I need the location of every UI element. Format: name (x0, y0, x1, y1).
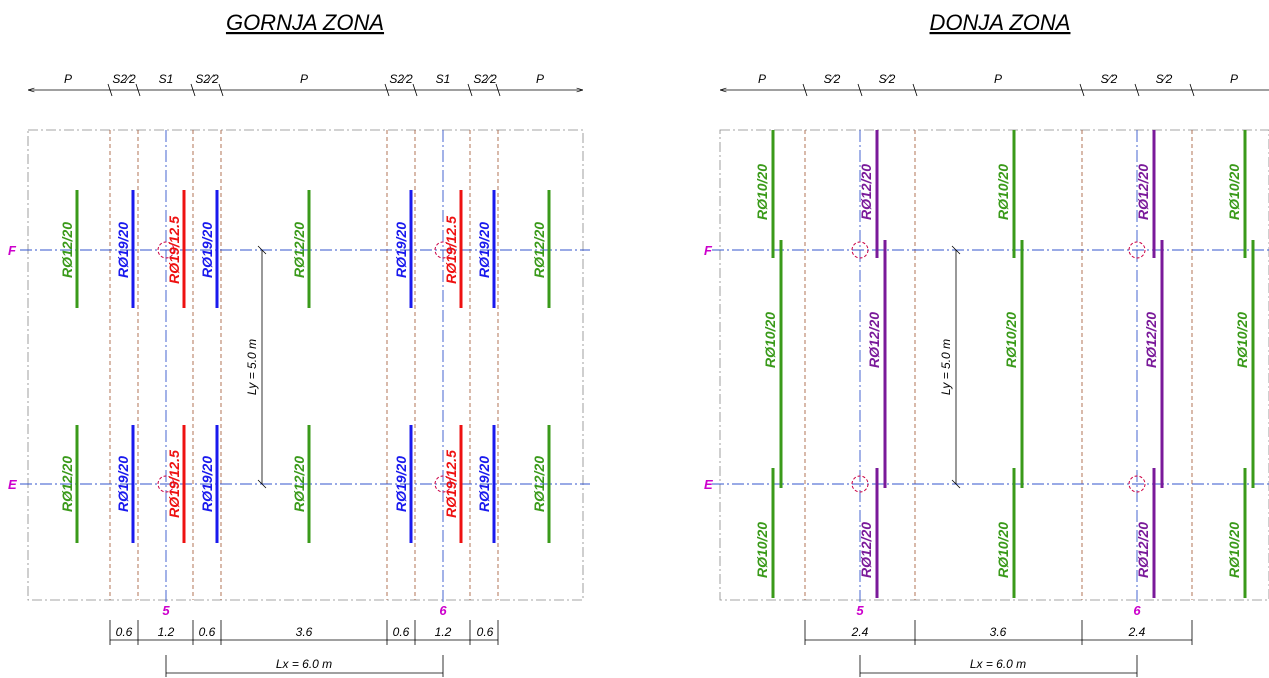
dim-s2-half-4: S2⁄2 (473, 72, 497, 86)
dim-p-3: P (536, 72, 544, 86)
bar-label-green: RØ10/20 (1234, 312, 1250, 368)
dim-s1-2: S1 (436, 72, 451, 86)
bar-label-green: RØ12/20 (291, 222, 307, 278)
dim-p-2: P (994, 72, 1002, 86)
bottom-dimension-ticks (109, 620, 499, 645)
bar-label-green: RØ10/20 (754, 164, 770, 220)
bars-green (75, 190, 551, 543)
bar-label-purple: RØ12/20 (1143, 312, 1159, 368)
panel-donja-zona: DONJA ZONA P S⁄2 S⁄2 P S⁄2 S⁄2 P F E 5 6 (704, 10, 1269, 677)
bottom-dim-3-6: 3.6 (990, 625, 1007, 639)
bottom-dim-2-4: 2.4 (1128, 625, 1146, 639)
panel-gornja-zona: GORNJA ZONA P S2⁄2 S1 S2⁄2 P S2⁄2 S1 S2⁄… (8, 10, 590, 677)
axis-label-e: E (704, 477, 713, 492)
bar-label-blue: RØ19/20 (476, 222, 492, 278)
bar-label-green: RØ12/20 (291, 456, 307, 512)
bars-red (182, 190, 463, 543)
bar-label-blue: RØ19/20 (476, 456, 492, 512)
bottom-dim-1-2: 1.2 (158, 625, 175, 639)
top-dimension-ticks (802, 83, 1195, 97)
axis-label-6: 6 (1133, 603, 1141, 618)
bar-label-green: RØ12/20 (531, 222, 547, 278)
strip-lines (109, 130, 499, 600)
dim-s2-half-3: S2⁄2 (389, 72, 413, 86)
dim-p-2: P (300, 72, 308, 86)
axis-lines (20, 130, 590, 604)
lx-label: Lx = 6.0 m (276, 657, 332, 671)
column-markers (157, 241, 452, 493)
bar-label-red: RØ19/12.5 (443, 216, 459, 284)
dim-s-half-4: S⁄2 (1156, 72, 1173, 86)
bar-label-green: RØ10/20 (995, 164, 1011, 220)
bar-label-blue: RØ19/20 (199, 456, 215, 512)
bottom-dim-0-6: 0.6 (393, 625, 410, 639)
dim-s1-1: S1 (159, 72, 174, 86)
bar-label-green: RØ10/20 (1226, 164, 1242, 220)
axis-label-6: 6 (439, 603, 447, 618)
axis-lines (712, 130, 1269, 604)
dim-s2-half-2: S2⁄2 (195, 72, 219, 86)
bar-label-blue: RØ19/20 (199, 222, 215, 278)
dim-p-1: P (64, 72, 72, 86)
bar-label-green: RØ12/20 (59, 456, 75, 512)
bar-label-red: RØ19/12.5 (443, 450, 459, 518)
bottom-dim-3-6: 3.6 (296, 625, 313, 639)
bar-label-blue: RØ19/20 (115, 222, 131, 278)
bar-label-green: RØ10/20 (1226, 522, 1242, 578)
axis-label-e: E (8, 477, 17, 492)
title-gornja-zona: GORNJA ZONA (226, 10, 384, 35)
axis-label-f: F (704, 243, 713, 258)
bar-label-green: RØ10/20 (995, 522, 1011, 578)
dim-s-half-1: S⁄2 (824, 72, 841, 86)
bars-purple (875, 130, 1164, 598)
ly-label: Ly = 5.0 m (939, 339, 953, 395)
bar-label-blue: RØ19/20 (393, 222, 409, 278)
axis-label-5: 5 (856, 603, 864, 618)
bottom-dim-0-6: 0.6 (199, 625, 216, 639)
top-dimension-ticks (107, 83, 501, 97)
dim-p-3: P (1230, 72, 1238, 86)
bottom-dim-1-2: 1.2 (435, 625, 452, 639)
bar-label-red: RØ19/12.5 (166, 450, 182, 518)
axis-label-f: F (8, 243, 17, 258)
dim-s-half-2: S⁄2 (879, 72, 896, 86)
title-donja-zona: DONJA ZONA (930, 10, 1071, 35)
lx-label: Lx = 6.0 m (970, 657, 1026, 671)
slab-outline (719, 129, 1269, 601)
bottom-dimension-ticks (804, 620, 1193, 645)
strip-lines (804, 130, 1193, 600)
dim-s-half-3: S⁄2 (1101, 72, 1118, 86)
bar-label-green: RØ10/20 (1003, 312, 1019, 368)
bar-label-purple: RØ12/20 (1135, 522, 1151, 578)
bar-label-blue: RØ19/20 (115, 456, 131, 512)
bottom-dim-0-6: 0.6 (477, 625, 494, 639)
bar-label-red: RØ19/12.5 (166, 216, 182, 284)
bar-label-green: RØ10/20 (754, 522, 770, 578)
bottom-dim-0-6: 0.6 (116, 625, 133, 639)
bar-label-green: RØ10/20 (762, 312, 778, 368)
slab-outline (27, 129, 584, 601)
column-markers (851, 241, 1146, 493)
dim-p-1: P (758, 72, 766, 86)
bar-label-blue: RØ19/20 (393, 456, 409, 512)
bar-label-purple: RØ12/20 (1135, 164, 1151, 220)
dim-s2-half-1: S2⁄2 (112, 72, 136, 86)
bar-label-purple: RØ12/20 (866, 312, 882, 368)
bar-label-purple: RØ12/20 (858, 522, 874, 578)
axis-label-5: 5 (162, 603, 170, 618)
bars-green (771, 130, 1255, 598)
bottom-dim-2-4: 2.4 (851, 625, 869, 639)
bar-label-purple: RØ12/20 (858, 164, 874, 220)
bar-label-green: RØ12/20 (59, 222, 75, 278)
ly-label: Ly = 5.0 m (245, 339, 259, 395)
bars-blue (131, 190, 496, 543)
bar-label-green: RØ12/20 (531, 456, 547, 512)
